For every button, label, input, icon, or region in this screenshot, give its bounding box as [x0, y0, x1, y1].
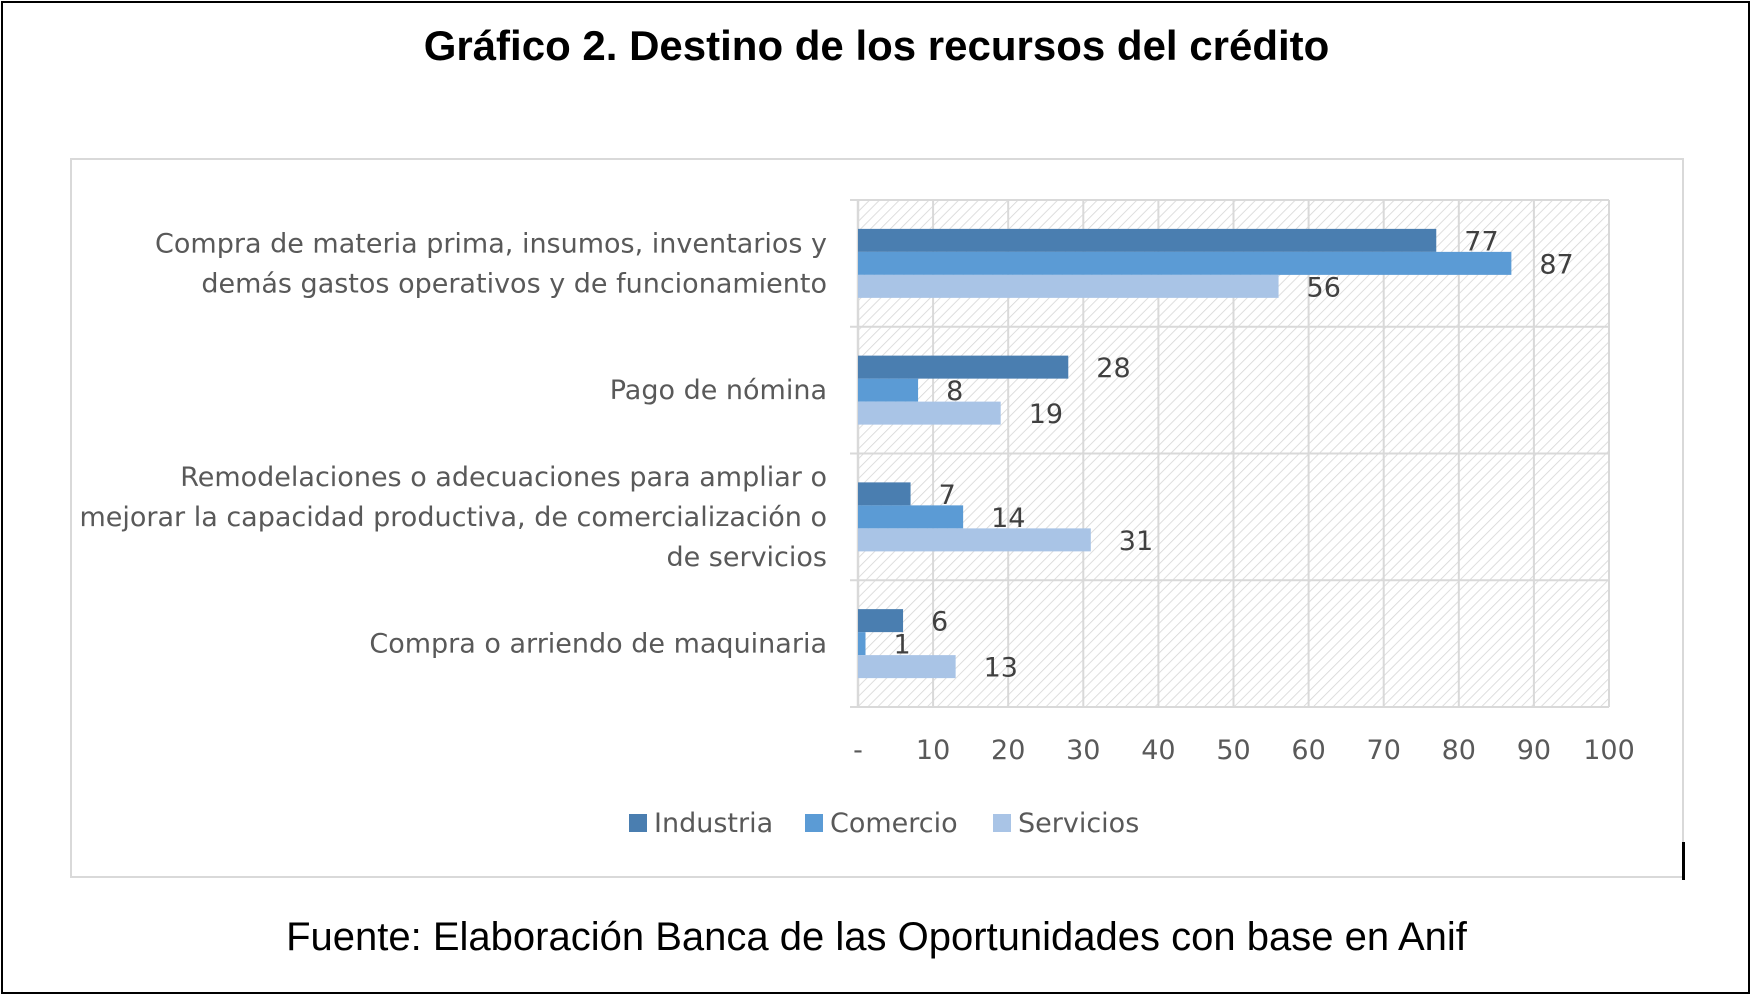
data-label: 31 — [1119, 526, 1153, 557]
category-label: Compra de materia prima, insumos, invent… — [155, 228, 827, 259]
legend-label: Industria — [654, 808, 773, 839]
data-label: 14 — [991, 503, 1025, 534]
data-label: 7 — [939, 480, 956, 511]
bar-comercio — [858, 505, 964, 529]
category-label: demás gastos operativos y de funcionamie… — [201, 268, 827, 299]
category-label: Remodelaciones o adecuaciones para ampli… — [180, 462, 827, 493]
x-tick-label: 90 — [1517, 735, 1551, 766]
bar-industria — [858, 482, 911, 506]
legend-label: Servicios — [1018, 808, 1139, 839]
x-tick-label: 30 — [1066, 735, 1100, 766]
x-tick-label: 20 — [991, 735, 1025, 766]
data-label: 28 — [1096, 353, 1130, 384]
data-label: 87 — [1539, 249, 1573, 280]
bar-servicios — [858, 401, 1001, 425]
data-label: 13 — [984, 653, 1018, 684]
data-label: 56 — [1307, 272, 1341, 303]
bar-servicios — [858, 655, 956, 679]
bar-comercio — [858, 378, 919, 402]
legend-swatch-comercio — [805, 814, 823, 832]
x-tick-label: 100 — [1583, 735, 1635, 766]
bar-industria — [858, 609, 904, 633]
chart-title: Gráfico 2. Destino de los recursos del c… — [423, 22, 1330, 69]
category-label: Compra o arriendo de maquinaria — [369, 629, 827, 660]
category-label: mejorar la capacidad productiva, de come… — [79, 502, 827, 533]
category-label: de servicios — [666, 542, 827, 573]
data-label: 6 — [931, 607, 948, 638]
source-note: Fuente: Elaboración Banca de las Oportun… — [286, 915, 1467, 959]
bar-industria — [858, 228, 1437, 252]
x-tick-label: 70 — [1367, 735, 1401, 766]
bar-industria — [858, 355, 1069, 379]
legend-swatch-industria — [629, 814, 647, 832]
legend-swatch-servicios — [993, 814, 1011, 832]
legend-label: Comercio — [830, 808, 958, 839]
x-tick-label: 40 — [1141, 735, 1175, 766]
data-label: 19 — [1029, 399, 1063, 430]
data-label: 77 — [1464, 226, 1498, 257]
x-tick-label: 10 — [916, 735, 950, 766]
bar-servicios — [858, 274, 1279, 298]
bar-comercio — [858, 251, 1512, 275]
x-tick-label: 50 — [1216, 735, 1250, 766]
category-label: Pago de nómina — [610, 375, 827, 406]
x-tick-label: 60 — [1291, 735, 1325, 766]
data-label: 1 — [894, 630, 911, 661]
bar-servicios — [858, 528, 1091, 552]
bar-comercio — [858, 632, 866, 656]
x-tick-label: - — [853, 735, 863, 766]
x-tick-label: 80 — [1442, 735, 1476, 766]
divider-line — [1682, 842, 1685, 880]
data-label: 8 — [946, 376, 963, 407]
